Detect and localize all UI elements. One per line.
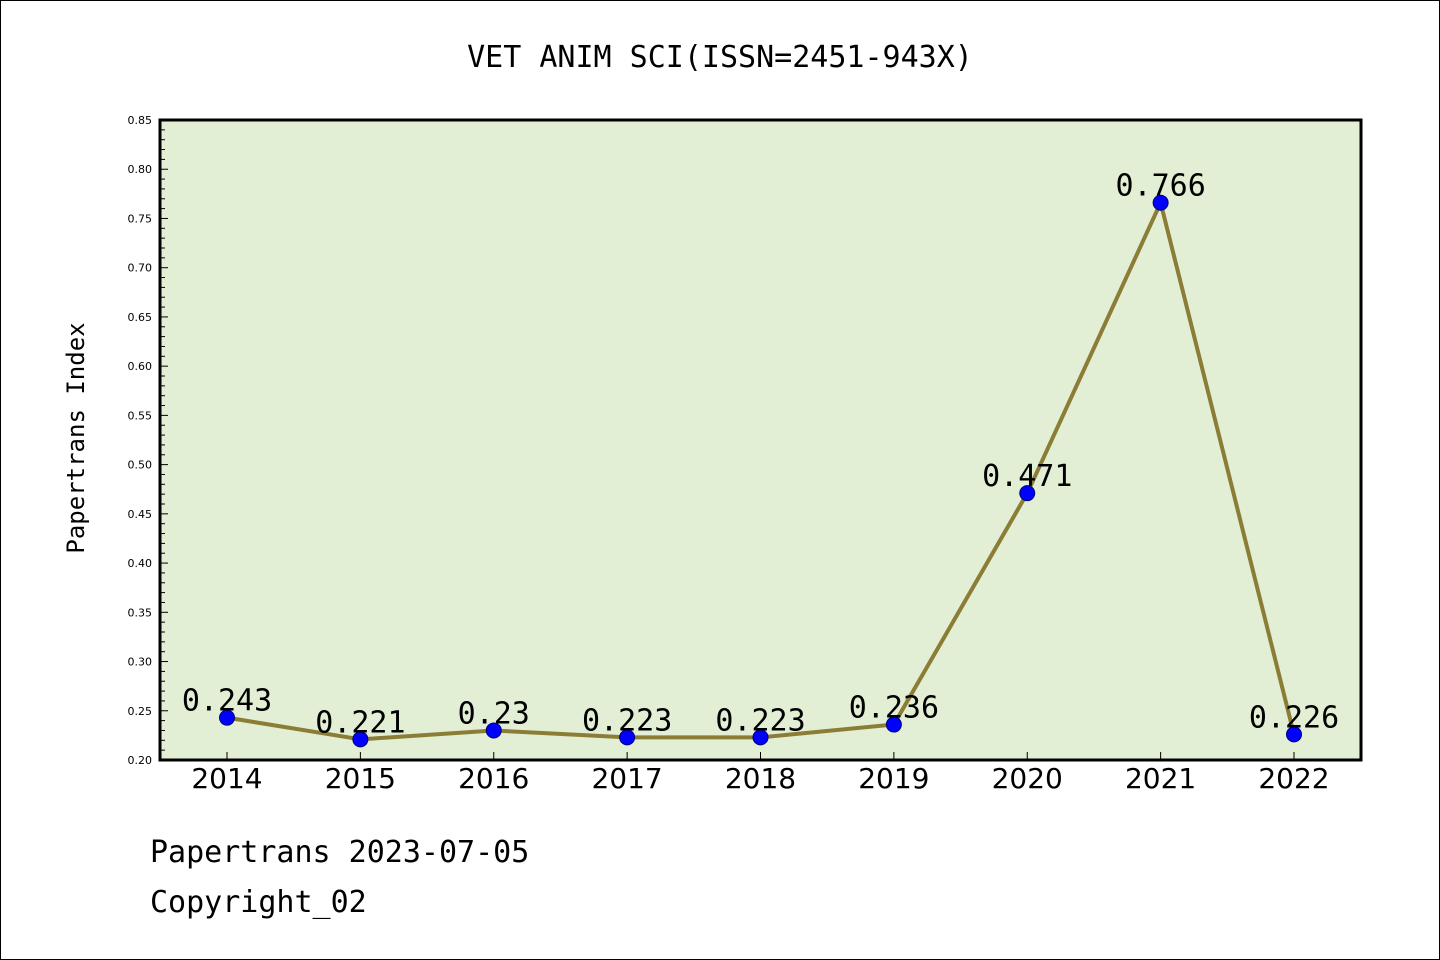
plot-border	[158, 118, 1363, 762]
plot-area	[160, 120, 1361, 760]
data-label: 0.243	[182, 684, 272, 719]
y-tick-label: 0.70	[128, 262, 153, 275]
data-point	[885, 716, 902, 733]
x-tick-label: 2022	[1258, 762, 1329, 795]
y-tick-label: 0.65	[128, 311, 153, 324]
y-tick-label: 0.55	[128, 409, 153, 422]
x-tick-label: 2019	[858, 762, 929, 795]
y-tick-label: 0.35	[128, 606, 153, 619]
y-tick-label: 0.85	[128, 114, 153, 127]
y-tick-label: 0.75	[128, 212, 153, 225]
data-points	[219, 194, 1302, 748]
x-tick-label: 2015	[325, 762, 396, 795]
x-tick-label: 2020	[992, 762, 1063, 795]
y-tick-label: 0.30	[128, 656, 153, 669]
data-point	[619, 729, 636, 746]
y-axis-ticks: 0.20 0.25 0.30 0.35 0.40 0.45 0.50 0.55 0.60 0.65…	[128, 114, 153, 767]
x-tick-label: 2018	[725, 762, 796, 795]
x-tick-label: 2017	[591, 762, 662, 795]
x-tick-label: 2016	[458, 762, 529, 795]
data-label: 0.471	[982, 459, 1072, 494]
data-point	[485, 722, 502, 739]
data-point	[1152, 194, 1169, 211]
data-point	[219, 709, 235, 726]
data-point	[352, 731, 369, 748]
chart-title: VET ANIM SCI(ISSN=2451-943X)	[467, 40, 973, 75]
y-tick-label: 0.45	[128, 508, 153, 521]
footer-copyright: Copyright_02	[150, 885, 367, 920]
x-tick-label: 2021	[1125, 762, 1196, 795]
data-point	[1019, 485, 1036, 502]
data-point	[1286, 726, 1302, 743]
data-label: 0.23	[458, 696, 530, 731]
data-labels: 0.243 0.221 0.23 0.223 0.223 0.236 0.471 0.766 0…	[182, 169, 1339, 741]
footer-date: Papertrans 2023-07-05	[150, 835, 530, 870]
y-axis-label: Papertrans Index	[62, 322, 90, 553]
data-label: 0.223	[715, 703, 805, 738]
x-tick-label: 2014	[191, 762, 262, 795]
data-point	[752, 729, 769, 746]
y-tick-label: 0.60	[128, 360, 153, 373]
y-tick-label: 0.50	[128, 459, 153, 472]
data-label: 0.236	[849, 691, 939, 726]
y-tick-label: 0.80	[128, 163, 153, 176]
y-tick-label: 0.20	[128, 754, 153, 767]
x-axis-ticks: 2014 2015 2016 2017 2018 2019 2020 2021 2022	[191, 752, 1330, 795]
y-tick-label: 0.40	[128, 557, 153, 570]
data-label: 0.226	[1249, 700, 1339, 735]
data-label: 0.221	[315, 705, 405, 740]
y-tick-label: 0.25	[128, 705, 153, 718]
data-label: 0.223	[582, 703, 672, 738]
data-label: 0.766	[1115, 169, 1205, 204]
